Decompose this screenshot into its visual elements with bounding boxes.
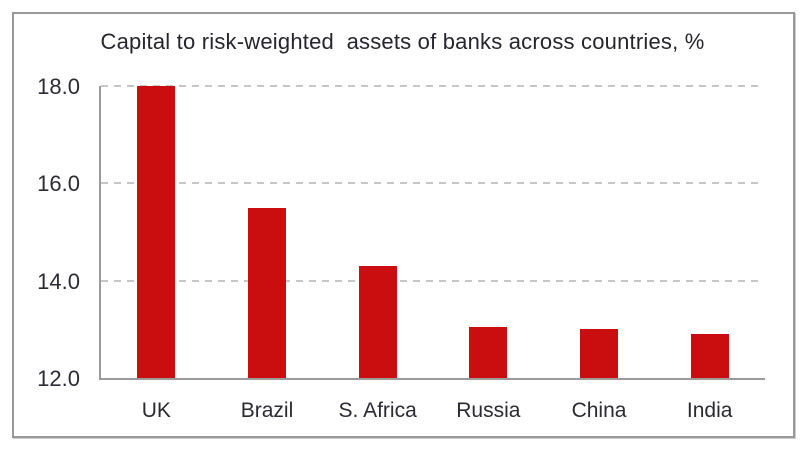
y-axis-line: [99, 86, 101, 378]
bar-russia: [469, 326, 508, 378]
gridline-y-18.0: [101, 85, 763, 87]
gridline-y-16.0: [101, 182, 763, 185]
bar-s-africa: [358, 266, 397, 378]
x-axis-category-label: China: [571, 399, 627, 422]
chart-frame: [12, 12, 795, 438]
gridline-y-14.0: [101, 279, 763, 282]
y-axis-tick-label: 12.0: [37, 366, 80, 391]
bar-uk: [137, 86, 176, 378]
x-axis-category-label: UK: [141, 399, 171, 422]
bar-china: [580, 329, 618, 378]
chart-title: Capital to risk-weighted assets of banks…: [100, 29, 705, 54]
x-axis-category-label: Russia: [456, 399, 521, 422]
y-axis-tick-label: 16.0: [37, 171, 80, 197]
x-axis-category-label: Brazil: [240, 399, 294, 422]
x-axis-category-label: India: [686, 399, 733, 422]
x-axis-category-label: S. Africa: [338, 399, 417, 422]
y-axis-tick-label: 14.0: [37, 268, 80, 294]
bar-india: [690, 334, 729, 378]
y-axis-tick-label: 18.0: [37, 74, 80, 99]
x-axis-line: [99, 378, 765, 380]
bar-brazil: [248, 207, 286, 378]
